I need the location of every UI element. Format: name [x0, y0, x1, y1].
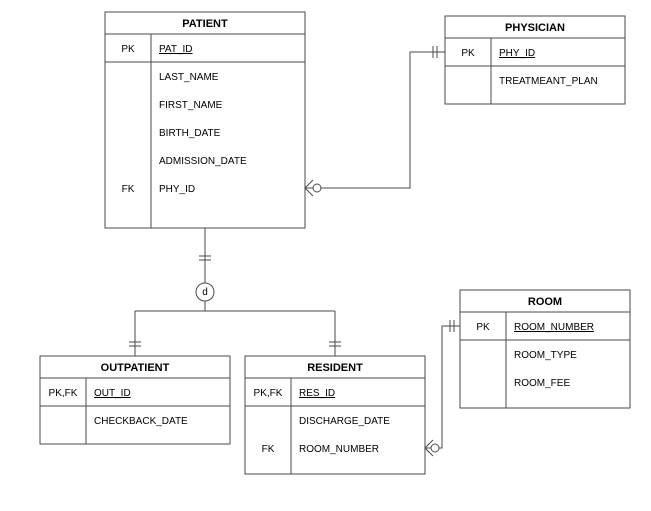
attr-room-0: ROOM_NUMBER: [514, 322, 594, 333]
attr-patient-4: ADMISSION_DATE: [159, 156, 247, 167]
key-physician-0: PK: [461, 48, 475, 59]
attr-patient-5: PHY_ID: [159, 184, 195, 195]
crow-foot: [305, 180, 313, 196]
attr-patient-2: FIRST_NAME: [159, 100, 223, 111]
key-room-0: PK: [476, 322, 490, 333]
attr-room-1: ROOM_TYPE: [514, 350, 577, 361]
rel-patient-physician: [305, 52, 445, 188]
attr-room-2: ROOM_FEE: [514, 378, 570, 389]
key-patient-5: FK: [122, 184, 135, 195]
attr-patient-0: PAT_ID: [159, 44, 193, 55]
entity-title-outpatient: OUTPATIENT: [101, 362, 170, 374]
zero-notation: [313, 184, 321, 192]
key-resident-0: PK,FK: [254, 388, 283, 399]
entity-physician: PHYSICIAN PK PHY_ID TREATMEANT_PLAN: [445, 16, 625, 104]
attr-patient-3: BIRTH_DATE: [159, 128, 221, 139]
zero-notation: [431, 444, 439, 452]
key-patient-0: PK: [121, 44, 135, 55]
entity-resident: RESIDENT PK,FK RES_ID DISCHARGE_DATE FK ROOM_…: [245, 356, 425, 474]
entity-outpatient: OUTPATIENT PK,FK OUT_ID CHECKBACK_DATE: [40, 356, 230, 444]
attr-physician-1: TREATMEANT_PLAN: [499, 76, 598, 87]
attr-outpatient-0: OUT_ID: [94, 388, 131, 399]
er-diagram-canvas: PATIENT PK PAT_ID LAST_NAME FIRST_NAME BIRTH_…: [0, 0, 651, 511]
attr-resident-2: ROOM_NUMBER: [299, 444, 379, 455]
attr-resident-1: DISCHARGE_DATE: [299, 416, 390, 427]
key-resident-2: FK: [262, 444, 275, 455]
entity-patient: PATIENT PK PAT_ID LAST_NAME FIRST_NAME BIRTH_…: [105, 12, 305, 228]
attr-outpatient-1: CHECKBACK_DATE: [94, 416, 188, 427]
attr-physician-0: PHY_ID: [499, 48, 535, 59]
attr-patient-1: LAST_NAME: [159, 72, 219, 83]
entity-title-patient: PATIENT: [182, 18, 228, 30]
entity-title-resident: RESIDENT: [307, 362, 363, 374]
key-outpatient-0: PK,FK: [49, 388, 78, 399]
entity-title-room: ROOM: [528, 296, 562, 308]
entity-title-physician: PHYSICIAN: [505, 22, 565, 34]
rel-resident-room: [425, 326, 460, 448]
inheritance-symbol: d: [202, 287, 208, 298]
entity-room: ROOM PK ROOM_NUMBER ROOM_TYPE ROOM_FEE: [460, 290, 630, 408]
attr-resident-0: RES_ID: [299, 388, 335, 399]
